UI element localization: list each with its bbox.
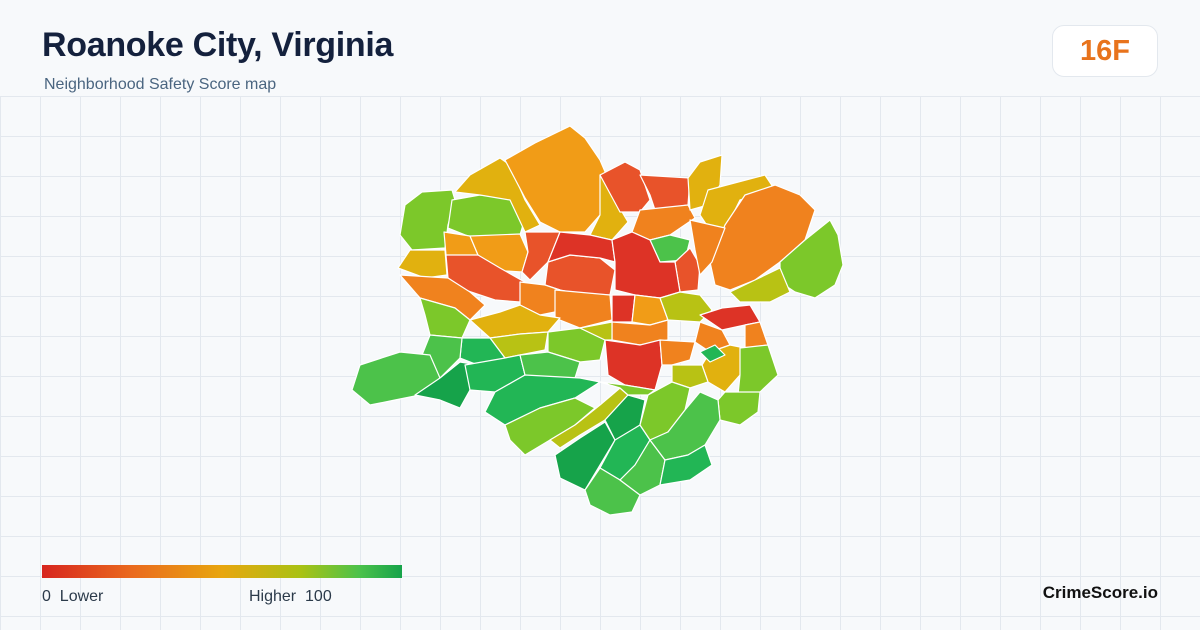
neighborhood-area[interactable] [659,444,713,486]
neighborhood-area[interactable] [547,231,616,263]
neighborhood-area[interactable] [689,219,726,276]
neighborhood-area[interactable] [671,364,709,389]
page-subtitle: Neighborhood Safety Score map [44,76,277,93]
grade-letter: F [1112,34,1130,67]
brand-logo-text[interactable]: CrimeScore.io [1042,583,1158,602]
neighborhood-map[interactable] [0,96,1200,630]
neighborhood-area[interactable] [729,267,791,303]
neighborhood-area[interactable] [649,391,721,461]
neighborhood-area[interactable] [717,391,761,426]
neighborhood-area[interactable] [579,321,613,341]
neighborhood-area[interactable] [604,339,663,391]
legend-high-label: Higher 100 [249,588,332,605]
page-title: Roanoke City, Virginia [42,26,394,64]
neighborhood-area[interactable] [599,381,656,396]
neighborhood-area[interactable] [631,204,696,241]
neighborhood-area[interactable] [744,321,769,349]
neighborhood-area[interactable] [599,161,651,213]
neighborhood-area[interactable] [397,249,448,279]
neighborhood-area[interactable] [659,339,696,366]
legend-low-label: 0 Lower [42,588,104,605]
neighborhood-area[interactable] [687,154,723,211]
neighborhood-area[interactable] [554,421,616,491]
neighborhood-area[interactable] [737,344,779,396]
neighborhood-area[interactable] [454,157,541,233]
neighborhood-area[interactable] [699,344,726,363]
grade-score: 16 [1080,34,1113,67]
neighborhood-area[interactable] [611,294,636,323]
neighborhood-area[interactable] [584,467,641,516]
grade-badge: 16 F [1052,25,1158,77]
legend-color-scale [42,565,402,578]
neighborhood-area[interactable] [554,289,613,329]
